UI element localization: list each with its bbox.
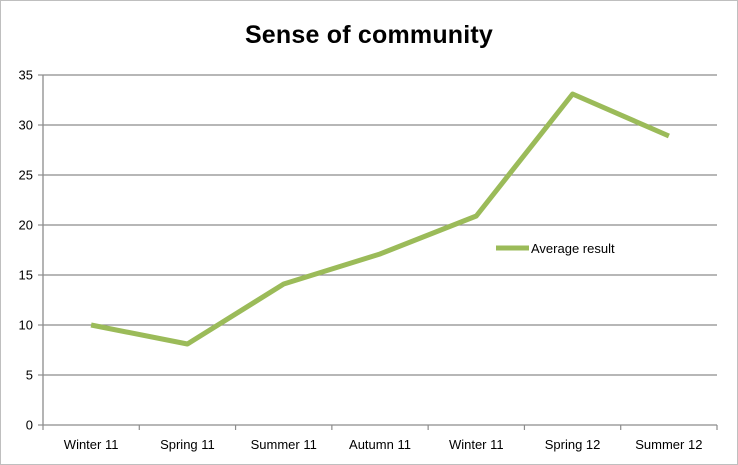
y-tick-label: 20 (19, 218, 33, 233)
chart-title: Sense of community (244, 21, 494, 49)
x-tick-label: Winter 11 (449, 437, 504, 452)
y-tick-label: 25 (19, 168, 33, 183)
y-tick-label: 10 (19, 318, 33, 333)
x-tick-label: Autumn 11 (349, 437, 411, 452)
gridlines (43, 74, 717, 376)
y-tick-label: 0 (26, 418, 33, 433)
y-tick-label: 15 (19, 268, 33, 283)
axes (38, 74, 718, 430)
x-tick-label: Summer 11 (251, 437, 317, 452)
x-tick-label: Summer 12 (635, 437, 702, 452)
y-tick-label: 5 (26, 368, 33, 383)
legend: Average result (496, 241, 615, 256)
y-tick-labels: 0 5 10 15 20 25 30 35 (19, 68, 33, 433)
x-tick-label: Spring 11 (160, 437, 215, 452)
series-layer (90, 91, 670, 347)
y-tick-label: 35 (19, 68, 33, 83)
x-tick-label: Spring 12 (545, 437, 601, 452)
y-tick-label: 30 (19, 118, 33, 133)
x-tick-label: Winter 11 (64, 437, 119, 452)
legend-label: Average result (531, 241, 615, 256)
series-line (90, 91, 670, 347)
x-tick-labels: Winter 11 Spring 11 Summer 11 Autumn 11 Wint… (64, 437, 703, 452)
